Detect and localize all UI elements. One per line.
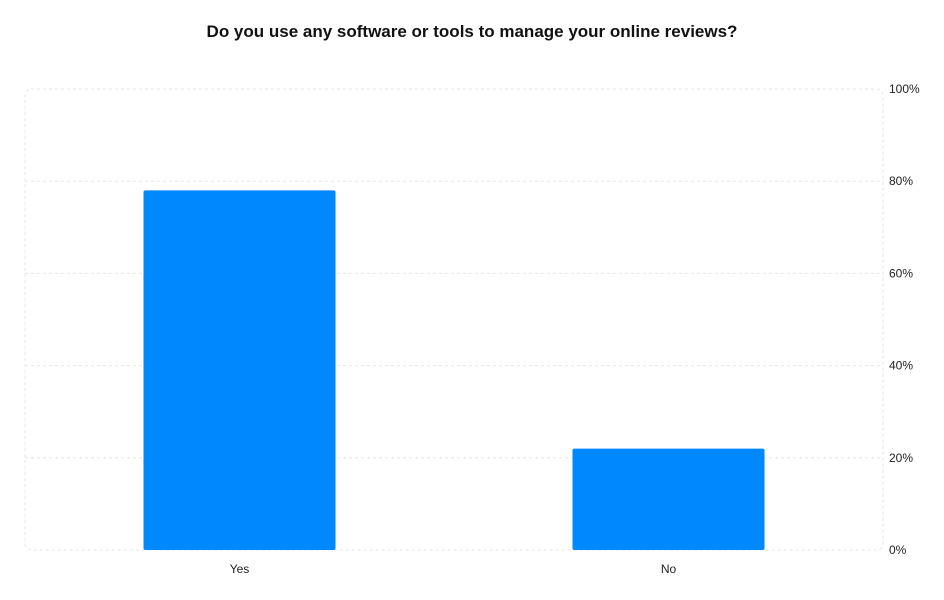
bars	[143, 190, 765, 551]
y-tick-label: 0%	[889, 543, 907, 557]
y-tick-label: 80%	[889, 174, 913, 188]
x-tick-label: Yes	[230, 562, 250, 576]
y-tick-label: 60%	[889, 266, 913, 280]
bar-no	[572, 448, 765, 550]
x-axis-ticks: Yes No	[230, 562, 677, 576]
y-tick-label: 100%	[889, 82, 920, 96]
plot-area-frame	[24, 88, 884, 551]
x-tick-label: No	[661, 562, 677, 576]
y-tick-label: 40%	[889, 359, 913, 373]
y-tick-label: 20%	[889, 451, 913, 465]
chart-title: Do you use any software or tools to mana…	[206, 22, 738, 41]
bar-yes	[143, 190, 336, 551]
y-axis-ticks: 0% 20% 40% 60% 80% 100%	[889, 82, 920, 557]
